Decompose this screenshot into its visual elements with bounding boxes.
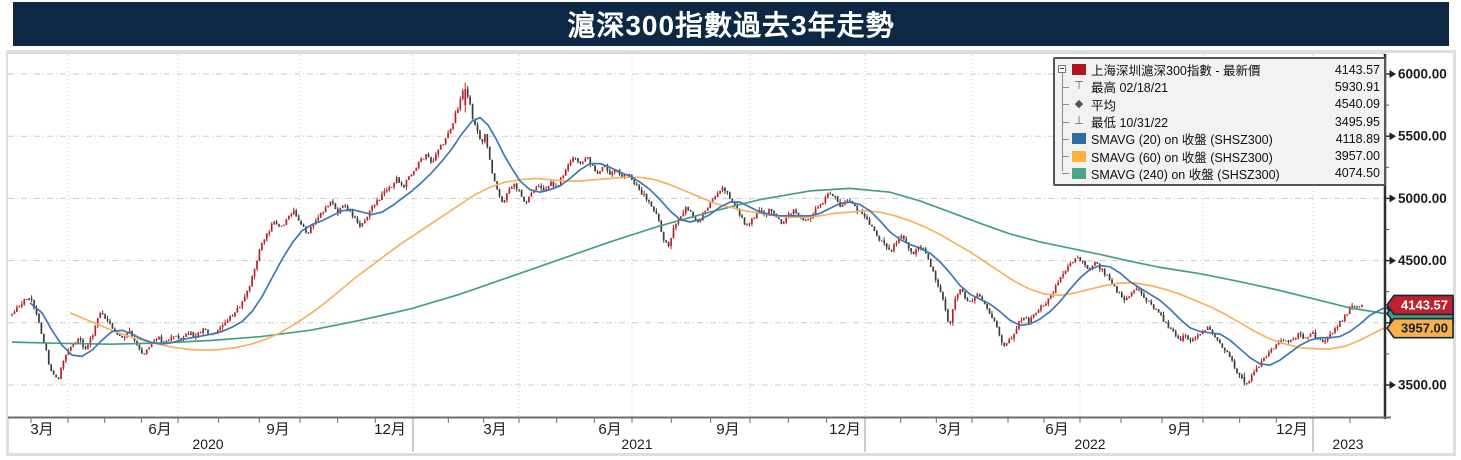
legend-tree-stub [1057,113,1072,130]
legend-row-stat-high[interactable]: ⊤ 最高 02/18/21 5930.91 [1057,78,1380,95]
legend-label: 最低 10/31/22 [1091,116,1169,131]
price-badges: 3957.00 4143.57 [1386,294,1454,339]
legend-tree-stub [1057,147,1072,164]
chart-legend: 上海深圳滬深300指數 - 最新價 4143.57 ⊤ 最高 02/18/21 5930… [1053,57,1386,187]
month-label: 12月 [829,421,861,438]
y-axis-labels: 6000.005500.005000.004500.004000.003500.… [1385,67,1447,393]
month-label: 9月 [266,421,289,438]
year-label: 2022 [1074,436,1105,452]
year-label: 2021 [621,436,652,452]
month-label: 3月 [938,421,961,438]
legend-row-stat-low[interactable]: ⊥ 最低 10/31/22 3495.95 [1057,113,1380,130]
legend-row-series-sma240[interactable]: SMAVG (240) on 收盤 (SHSZ300) 4074.50 [1057,165,1380,182]
legend-value: 4143.57 [1334,62,1380,77]
y-tick-label: 3500.00 [1398,378,1447,393]
month-label: 9月 [716,421,739,438]
legend-row-stat-average[interactable]: ◆ 平均 4540.09 [1057,96,1380,113]
legend-label: 平均 [1091,98,1117,113]
month-label: 12月 [374,421,406,438]
y-tick-label: 6000.00 [1398,67,1447,82]
legend-tree-stub [1057,130,1072,147]
sma60-line [69,176,1385,352]
sma60-swatch [1072,150,1086,162]
legend-row-series-shsz300[interactable]: 上海深圳滬深300指數 - 最新價 4143.57 [1057,61,1380,78]
sma20-line [29,116,1385,366]
legend-tree-stub [1057,96,1072,113]
legend-tree-stub [1057,78,1072,95]
series-swatch [1072,64,1086,76]
legend-row-series-sma20[interactable]: SMAVG (20) on 收盤 (SHSZ300) 4118.89 [1057,130,1380,147]
legend-collapse-box[interactable] [1057,61,1072,78]
collapse-minus-icon[interactable] [1058,65,1066,73]
legend-value: 5930.91 [1334,79,1380,94]
y-tick-label: 5000.00 [1398,191,1447,206]
legend-tree-stub [1057,165,1072,182]
high-marker-icon: ⊤ [1074,80,1084,93]
latest-price-badge-text: 4143.57 [1401,298,1448,313]
legend-label: SMAVG (20) on 收盤 (SHSZ300) [1091,133,1273,148]
legend-value: 3957.00 [1334,149,1380,164]
average-marker-icon: ◆ [1074,97,1084,110]
x-axis-ticks [30,418,1351,452]
latest-price-badge [1386,294,1454,316]
y-tick-label: 4500.00 [1398,253,1447,268]
page-title: 滬深300指數過去3年走勢 [567,10,895,41]
month-label: 6月 [1045,421,1068,438]
month-label: 3月 [483,421,506,438]
legend-label: 最高 02/18/21 [1091,81,1169,96]
month-label: 9月 [1168,421,1191,438]
legend-row-series-sma60[interactable]: SMAVG (60) on 收盤 (SHSZ300) 3957.00 [1057,147,1380,165]
legend-label: SMAVG (240) on 收盤 (SHSZ300) [1091,167,1280,182]
legend-value: 4074.50 [1334,166,1380,181]
candlestick-series [11,82,1363,386]
legend-label: SMAVG (60) on 收盤 (SHSZ300) [1091,150,1273,165]
year-label: 2023 [1332,436,1363,452]
sma20-swatch [1072,133,1086,145]
title-bar: 滬深300指數過去3年走勢 [13,2,1449,46]
sma240-swatch [1072,167,1086,179]
low-marker-icon: ⊥ [1074,115,1084,128]
month-label: 6月 [598,421,621,438]
month-label: 12月 [1276,421,1308,438]
month-label: 3月 [30,421,53,438]
sma60-price-badge-text: 3957.00 [1401,321,1448,336]
y-tick-label: 5500.00 [1398,129,1447,144]
legend-tree-line [1062,72,1063,171]
sma60-price-badge [1386,317,1454,339]
legend-label: 上海深圳滬深300指數 - 最新價 [1091,64,1261,79]
legend-value: 4118.89 [1335,131,1380,146]
legend-value: 3495.95 [1334,114,1380,129]
year-label: 2020 [192,436,223,452]
legend-value: 4540.09 [1334,97,1380,112]
sma240-line [11,187,1385,346]
month-label: 6月 [148,421,171,438]
x-axis-labels: 3月 6月 9月 12月 3月 6月 9月 12月 3月 6月 9月 12月 2020 2021 2022 2… [30,421,1363,452]
